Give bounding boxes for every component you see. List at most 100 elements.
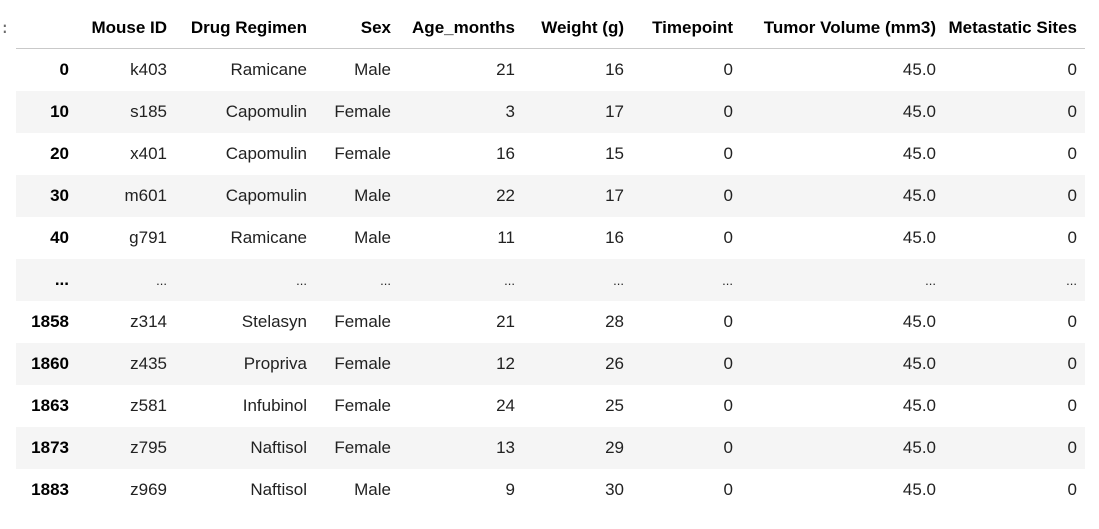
row-index: 40 xyxy=(50,228,69,247)
cell-sex: ... xyxy=(380,272,391,288)
cell-drug-regimen: ... xyxy=(296,272,307,288)
cell-metastatic-sites: 0 xyxy=(1067,480,1077,499)
row-index: 0 xyxy=(59,60,69,79)
cell-drug-regimen: Capomulin xyxy=(225,144,307,163)
cell-weight: 30 xyxy=(605,480,624,499)
cell-metastatic-sites: 0 xyxy=(1067,228,1077,247)
cell-weight: 28 xyxy=(605,312,624,331)
cell-sex: Female xyxy=(334,144,391,163)
cell-drug-regimen: Naftisol xyxy=(250,480,307,499)
row-index: 20 xyxy=(50,144,69,163)
cell-metastatic-sites: 0 xyxy=(1067,102,1077,121)
cell-timepoint: 0 xyxy=(723,102,733,121)
table-row: 1858 z314 Stelasyn Female 21 28 0 45.0 0 xyxy=(16,301,1085,343)
row-index: 1883 xyxy=(31,480,69,499)
table-header: Mouse ID Drug Regimen Sex Age_months Wei… xyxy=(16,8,1085,49)
cell-metastatic-sites: 0 xyxy=(1067,312,1077,331)
cell-drug-regimen: Infubinol xyxy=(242,396,307,415)
header-row: Mouse ID Drug Regimen Sex Age_months Wei… xyxy=(16,8,1085,49)
cell-sex: Male xyxy=(354,228,391,247)
cell-metastatic-sites: 0 xyxy=(1067,396,1077,415)
header-mouse-id: Mouse ID xyxy=(77,8,175,49)
header-sex: Sex xyxy=(315,8,399,49)
cell-sex: Female xyxy=(334,354,391,373)
cell-drug-regimen: Capomulin xyxy=(225,102,307,121)
cell-metastatic-sites: 0 xyxy=(1067,186,1077,205)
cell-weight: 16 xyxy=(605,60,624,79)
cell-timepoint: 0 xyxy=(723,228,733,247)
table-row: 1860 z435 Propriva Female 12 26 0 45.0 0 xyxy=(16,343,1085,385)
table-row: 1863 z581 Infubinol Female 24 25 0 45.0 0 xyxy=(16,385,1085,427)
cell-drug-regimen: Stelasyn xyxy=(241,312,307,331)
cell-timepoint: 0 xyxy=(723,186,733,205)
cell-weight: 17 xyxy=(605,186,624,205)
row-index: 10 xyxy=(50,102,69,121)
cell-timepoint: 0 xyxy=(723,144,733,163)
cell-age-months: 11 xyxy=(497,228,515,247)
table-row: 30 m601 Capomulin Male 22 17 0 45.0 0 xyxy=(16,175,1085,217)
header-tumor-volume: Tumor Volume (mm3) xyxy=(741,8,944,49)
row-index: ... xyxy=(54,270,69,289)
cell-age-months: 21 xyxy=(496,60,515,79)
cell-age-months: 13 xyxy=(496,438,515,457)
cell-age-months: 16 xyxy=(496,144,515,163)
cell-sex: Female xyxy=(334,396,391,415)
cell-sex: Female xyxy=(334,438,391,457)
row-index: 1873 xyxy=(31,438,69,457)
table-row: 40 g791 Ramicane Male 11 16 0 45.0 0 xyxy=(16,217,1085,259)
cell-age-months: 3 xyxy=(505,102,515,121)
cell-mouse-id: z314 xyxy=(130,312,167,331)
cell-sex: Female xyxy=(334,312,391,331)
cell-weight: 29 xyxy=(605,438,624,457)
cell-weight: 15 xyxy=(605,144,624,163)
cell-weight: 16 xyxy=(605,228,624,247)
cell-sex: Male xyxy=(354,186,391,205)
cell-age-months: ... xyxy=(504,272,515,288)
cell-mouse-id: z435 xyxy=(130,354,167,373)
cell-drug-regimen: Naftisol xyxy=(250,438,307,457)
cell-tumor-volume: 45.0 xyxy=(902,438,936,457)
cell-metastatic-sites: 0 xyxy=(1067,354,1077,373)
output-gutter-marker: : xyxy=(0,18,10,37)
cell-tumor-volume: ... xyxy=(925,272,936,288)
cell-age-months: 12 xyxy=(496,354,515,373)
cell-mouse-id: s185 xyxy=(130,102,167,121)
cell-tumor-volume: 45.0 xyxy=(902,186,936,205)
table-row: 1873 z795 Naftisol Female 13 29 0 45.0 0 xyxy=(16,427,1085,469)
cell-tumor-volume: 45.0 xyxy=(902,480,936,499)
header-drug-regimen: Drug Regimen xyxy=(175,8,315,49)
cell-tumor-volume: 45.0 xyxy=(902,144,936,163)
cell-weight: 17 xyxy=(605,102,624,121)
cell-age-months: 22 xyxy=(496,186,515,205)
cell-mouse-id: x401 xyxy=(130,144,167,163)
cell-mouse-id: z581 xyxy=(130,396,167,415)
cell-drug-regimen: Ramicane xyxy=(230,60,307,79)
header-timepoint: Timepoint xyxy=(632,8,741,49)
cell-tumor-volume: 45.0 xyxy=(902,102,936,121)
header-index xyxy=(16,8,77,49)
header-metastatic-sites: Metastatic Sites xyxy=(944,8,1085,49)
cell-metastatic-sites: 0 xyxy=(1067,60,1077,79)
cell-metastatic-sites: 0 xyxy=(1067,438,1077,457)
cell-mouse-id: m601 xyxy=(124,186,167,205)
row-index: 1863 xyxy=(31,396,69,415)
cell-mouse-id: z795 xyxy=(130,438,167,457)
cell-mouse-id: z969 xyxy=(130,480,167,499)
row-index: 1860 xyxy=(31,354,69,373)
cell-metastatic-sites: ... xyxy=(1066,272,1077,288)
table-row: 20 x401 Capomulin Female 16 15 0 45.0 0 xyxy=(16,133,1085,175)
cell-sex: Male xyxy=(354,60,391,79)
cell-weight: ... xyxy=(613,272,624,288)
table-row: 1883 z969 Naftisol Male 9 30 0 45.0 0 xyxy=(16,469,1085,511)
cell-timepoint: 0 xyxy=(723,60,733,79)
cell-timepoint: 0 xyxy=(723,480,733,499)
cell-metastatic-sites: 0 xyxy=(1067,144,1077,163)
table-row: 10 s185 Capomulin Female 3 17 0 45.0 0 xyxy=(16,91,1085,133)
cell-weight: 26 xyxy=(605,354,624,373)
dataframe-table: Mouse ID Drug Regimen Sex Age_months Wei… xyxy=(16,8,1085,511)
cell-age-months: 21 xyxy=(496,312,515,331)
table-body: 0 k403 Ramicane Male 21 16 0 45.0 0 10 s185 Capomul… xyxy=(16,49,1085,512)
header-age-months: Age_months xyxy=(399,8,523,49)
table-row: 0 k403 Ramicane Male 21 16 0 45.0 0 xyxy=(16,49,1085,92)
cell-timepoint: 0 xyxy=(723,312,733,331)
